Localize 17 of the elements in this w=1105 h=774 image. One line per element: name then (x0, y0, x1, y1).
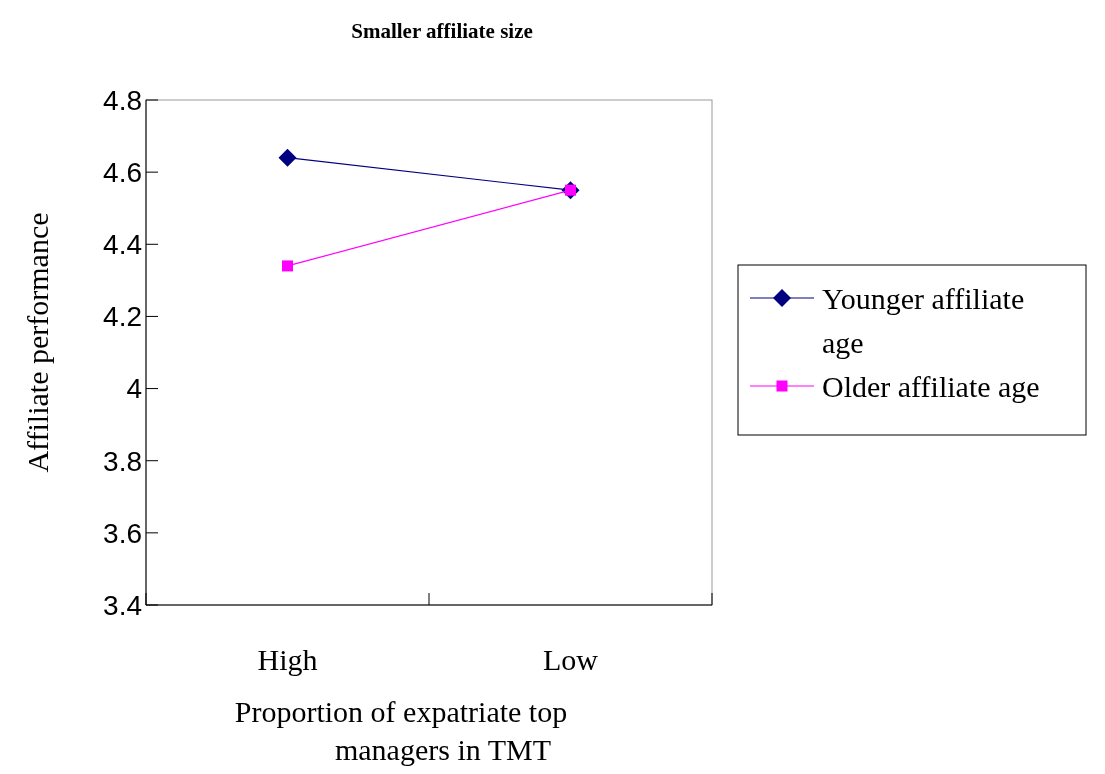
y-axis-title: Affiliate performance (21, 212, 54, 473)
y-tick-label: 4.6 (103, 156, 142, 188)
y-tick-label: 4.8 (103, 84, 142, 116)
y-tick-label: 4 (126, 373, 142, 405)
y-tick-label: 3.8 (103, 445, 142, 477)
y-tick-label: 4.2 (103, 301, 142, 333)
chart-title: Smaller affiliate size (351, 19, 533, 43)
y-tick-label: 3.6 (103, 517, 142, 549)
point (278, 148, 297, 167)
x-tick-label: High (257, 643, 318, 676)
point (282, 260, 293, 272)
legend-label: Older affiliate age (822, 370, 1040, 403)
x-tick-label: Low (543, 643, 599, 676)
legend-label: Younger affiliate age (822, 282, 1025, 359)
x-axis-title: Proportion of expatriate top managers in TMT (234, 695, 568, 766)
y-tick-label: 3.4 (103, 589, 142, 621)
y-tick-label: 4.4 (103, 229, 142, 261)
